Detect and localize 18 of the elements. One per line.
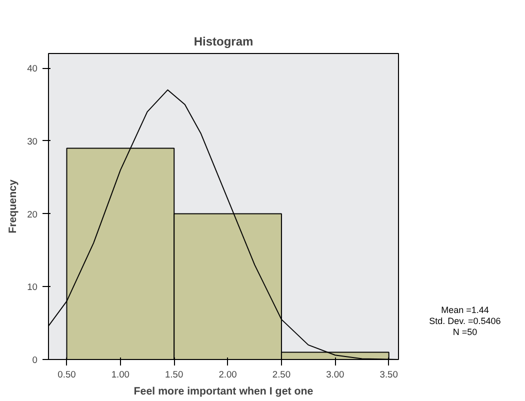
x-tick-label: 2.00 [218, 370, 237, 380]
y-axis-title: Frequency [7, 179, 20, 234]
text: Std. Dev. =0.5406 [429, 316, 501, 326]
y-tick-label: 40 [27, 64, 38, 74]
y-tick-label: 20 [27, 209, 38, 220]
y-tick-label: 0 [32, 355, 38, 365]
x-tick-label: 1.50 [165, 370, 184, 380]
y-tick-label: 10 [27, 282, 38, 292]
x-axis-title: Feel more important when I get one [134, 386, 314, 398]
x-tick-label: 3.50 [380, 370, 398, 380]
x-tick-label: 0.50 [58, 370, 76, 380]
text: Mean =1.44 [441, 305, 489, 315]
x-tick-label: 3.00 [326, 370, 344, 380]
x-tick-label: 2.50 [272, 370, 291, 380]
text: N =50 [452, 327, 478, 337]
x-tick-label: 1.00 [111, 370, 130, 380]
y-tick-label: 30 [27, 136, 38, 146]
chart-title: Histogram [194, 34, 254, 48]
